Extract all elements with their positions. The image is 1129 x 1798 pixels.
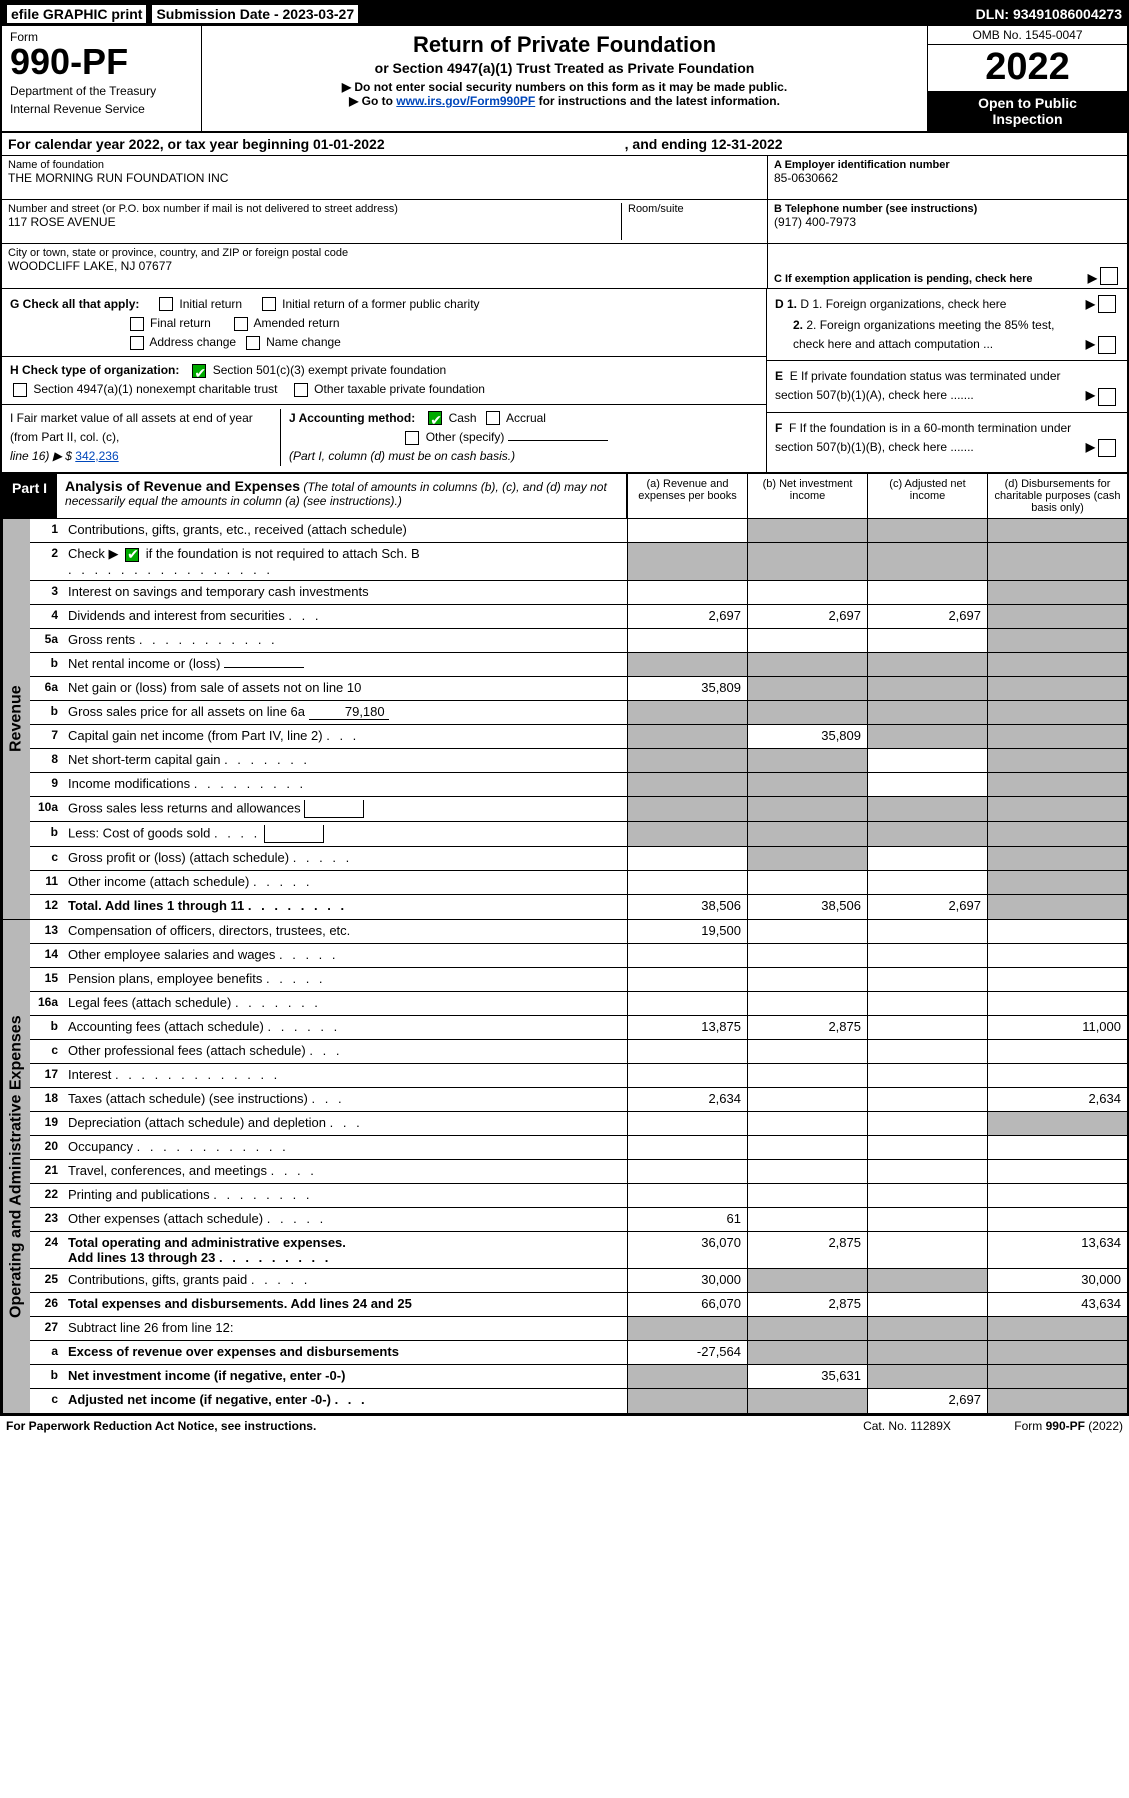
fmv-value[interactable]: 342,236 — [75, 449, 118, 463]
col-a-header: (a) Revenue and expenses per books — [627, 474, 747, 518]
revenue-label: Revenue — [2, 519, 30, 919]
calendar-year-row: For calendar year 2022, or tax year begi… — [2, 133, 1127, 156]
header-right: OMB No. 1545-0047 2022 Open to Public In… — [927, 26, 1127, 131]
phone-row: B Telephone number (see instructions) (9… — [768, 200, 1127, 244]
form-footer: For Paperwork Reduction Act Notice, see … — [0, 1416, 1129, 1436]
cal-year-begin: For calendar year 2022, or tax year begi… — [8, 136, 385, 152]
paperwork-notice: For Paperwork Reduction Act Notice, see … — [6, 1419, 316, 1433]
city-row: City or town, state or province, country… — [2, 244, 767, 288]
revenue-rows: 1Contributions, gifts, grants, etc., rec… — [30, 519, 1127, 919]
form-id-footer: Form 990-PF (2022) — [1014, 1419, 1123, 1433]
part1-header: Part I Analysis of Revenue and Expenses … — [2, 474, 1127, 519]
submission-date: Submission Date - 2023-03-27 — [152, 5, 358, 23]
header-left: Form 990-PF Department of the Treasury I… — [2, 26, 202, 131]
dept-treasury: Department of the Treasury — [10, 84, 193, 98]
form-title: Return of Private Foundation — [212, 32, 917, 58]
checkbox-sch-b[interactable] — [125, 548, 139, 562]
tax-year: 2022 — [928, 45, 1127, 91]
open-to-public: Open to Public Inspection — [928, 91, 1127, 131]
col-c-header: (c) Adjusted net income — [867, 474, 987, 518]
check-left: G Check all that apply: Initial return I… — [2, 289, 767, 473]
checkbox-cash[interactable] — [428, 411, 442, 425]
phone-value: (917) 400-7973 — [774, 215, 1121, 229]
expenses-rows: 13Compensation of officers, directors, t… — [30, 920, 1127, 1413]
room-suite-label: Room/suite — [628, 203, 761, 215]
form-subtitle: or Section 4947(a)(1) Trust Treated as P… — [212, 60, 917, 76]
checkbox-d1[interactable] — [1098, 295, 1116, 313]
ein-row: A Employer identification number 85-0630… — [768, 156, 1127, 200]
arrow-icon: ▶ — [1088, 271, 1097, 285]
checkbox-initial[interactable] — [159, 297, 173, 311]
checkbox-initial-former[interactable] — [262, 297, 276, 311]
omb-number: OMB No. 1545-0047 — [928, 26, 1127, 45]
revenue-table: Revenue 1Contributions, gifts, grants, e… — [2, 519, 1127, 920]
checkbox-accrual[interactable] — [486, 411, 500, 425]
city-state-zip: WOODCLIFF LAKE, NJ 07677 — [8, 259, 761, 273]
street-address: 117 ROSE AVENUE — [8, 215, 621, 229]
form-header: Form 990-PF Department of the Treasury I… — [2, 26, 1127, 133]
check-section: G Check all that apply: Initial return I… — [2, 289, 1127, 475]
checkbox-address-change[interactable] — [130, 336, 144, 350]
checkbox-d2[interactable] — [1098, 336, 1116, 354]
form-container: efile GRAPHIC print Submission Date - 20… — [0, 0, 1129, 1416]
entity-right: A Employer identification number 85-0630… — [767, 156, 1127, 288]
efile-badge: efile GRAPHIC print — [7, 5, 146, 23]
ein-value: 85-0630662 — [774, 171, 1121, 185]
header-center: Return of Private Foundation or Section … — [202, 26, 927, 131]
cal-year-end: , and ending 12-31-2022 — [625, 136, 783, 152]
foundation-name: THE MORNING RUN FOUNDATION INC — [8, 171, 761, 185]
col-b-header: (b) Net investment income — [747, 474, 867, 518]
irs-link[interactable]: www.irs.gov/Form990PF — [396, 94, 535, 108]
checkbox-other-method[interactable] — [405, 431, 419, 445]
note-goto: ▶ Go to www.irs.gov/Form990PF for instru… — [212, 94, 917, 108]
dept-irs: Internal Revenue Service — [10, 102, 193, 116]
exemption-pending-row: C If exemption application is pending, c… — [768, 244, 1127, 288]
expenses-label: Operating and Administrative Expenses — [2, 920, 30, 1413]
checkbox-name-change[interactable] — [246, 336, 260, 350]
check-right: D 1. D 1. Foreign organizations, check h… — [767, 289, 1127, 473]
entity-left: Name of foundation THE MORNING RUN FOUND… — [2, 156, 767, 288]
expenses-table: Operating and Administrative Expenses 13… — [2, 920, 1127, 1414]
address-row: Number and street (or P.O. box number if… — [2, 200, 767, 244]
entity-info: Name of foundation THE MORNING RUN FOUND… — [2, 156, 1127, 289]
form-number: 990-PF — [10, 44, 193, 80]
checkbox-final[interactable] — [130, 317, 144, 331]
checkbox-e[interactable] — [1098, 388, 1116, 406]
checkbox-501c3[interactable] — [192, 364, 206, 378]
part-title: Analysis of Revenue and Expenses (The to… — [57, 474, 626, 518]
checkbox-amended[interactable] — [234, 317, 248, 331]
checkbox-c[interactable] — [1100, 267, 1118, 285]
note-ssn: ▶ Do not enter social security numbers o… — [212, 80, 917, 94]
foundation-name-row: Name of foundation THE MORNING RUN FOUND… — [2, 156, 767, 200]
col-d-header: (d) Disbursements for charitable purpose… — [987, 474, 1127, 518]
top-bar: efile GRAPHIC print Submission Date - 20… — [2, 2, 1127, 26]
column-headers: (a) Revenue and expenses per books (b) N… — [626, 474, 1127, 518]
checkbox-4947[interactable] — [13, 383, 27, 397]
checkbox-other-taxable[interactable] — [294, 383, 308, 397]
dln: DLN: 93491086004273 — [976, 6, 1122, 22]
checkbox-f[interactable] — [1098, 439, 1116, 457]
part-label: Part I — [2, 474, 57, 518]
cat-no: Cat. No. 11289X — [863, 1419, 951, 1433]
